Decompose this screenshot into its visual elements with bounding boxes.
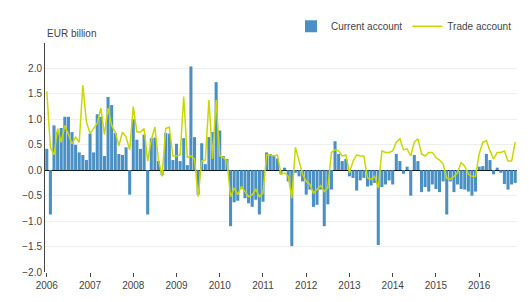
svg-text:2010: 2010 bbox=[209, 280, 232, 291]
svg-text:2.0: 2.0 bbox=[28, 63, 42, 74]
svg-text:2012: 2012 bbox=[295, 280, 318, 291]
svg-text:−1.5: −1.5 bbox=[22, 241, 42, 252]
svg-text:0.5: 0.5 bbox=[28, 139, 42, 150]
svg-text:2014: 2014 bbox=[382, 280, 405, 291]
svg-text:2013: 2013 bbox=[338, 280, 361, 291]
svg-text:2008: 2008 bbox=[122, 280, 145, 291]
svg-text:−0.5: −0.5 bbox=[22, 190, 42, 201]
svg-text:−1.0: −1.0 bbox=[22, 216, 42, 227]
svg-text:Current account: Current account bbox=[331, 21, 402, 32]
svg-text:2016: 2016 bbox=[468, 280, 491, 291]
svg-text:2007: 2007 bbox=[79, 280, 102, 291]
svg-text:2015: 2015 bbox=[425, 280, 448, 291]
svg-text:2009: 2009 bbox=[165, 280, 188, 291]
svg-text:0.0: 0.0 bbox=[28, 165, 42, 176]
svg-text:2006: 2006 bbox=[36, 280, 59, 291]
svg-text:2011: 2011 bbox=[252, 280, 274, 291]
svg-text:−2.0: −2.0 bbox=[22, 267, 42, 278]
svg-text:EUR billion: EUR billion bbox=[47, 28, 96, 39]
svg-text:Trade account: Trade account bbox=[447, 21, 511, 32]
svg-text:1.5: 1.5 bbox=[28, 88, 42, 99]
svg-text:1.0: 1.0 bbox=[28, 114, 42, 125]
